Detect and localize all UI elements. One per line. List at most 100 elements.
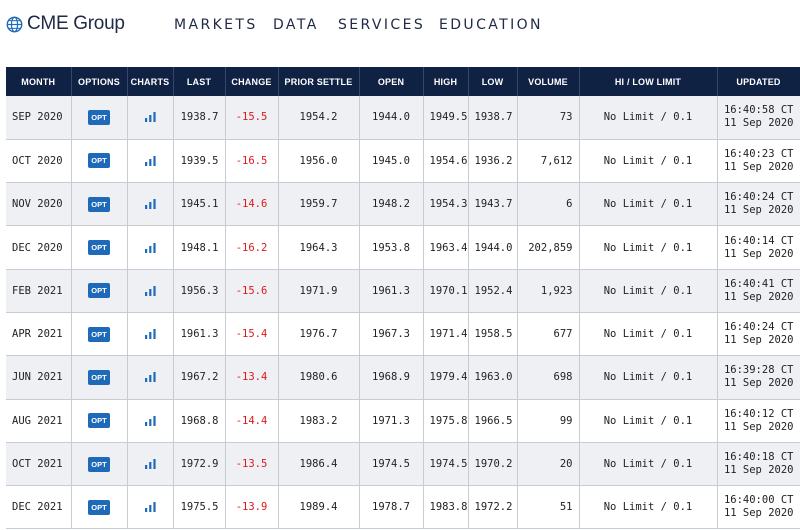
updated-date: 11 Sep 2020 xyxy=(723,464,794,477)
bar-chart-icon[interactable] xyxy=(144,112,156,123)
cell-hi-low-limit: No Limit / 0.1 xyxy=(579,442,718,487)
updated-time: 16:40:24 CT xyxy=(723,191,794,204)
cell-prior-settle: 1976.7 xyxy=(278,312,360,357)
cell-low: 1963.0 xyxy=(468,355,518,400)
updated-time: 16:40:58 CT xyxy=(723,104,794,117)
nav-services[interactable]: SERVICES xyxy=(338,17,426,33)
cell-options: OPT xyxy=(71,485,128,530)
bar-chart-icon[interactable] xyxy=(144,155,156,166)
cell-high: 1949.5 xyxy=(423,96,469,140)
cell-charts xyxy=(127,139,174,184)
cell-volume: 7,612 xyxy=(517,139,580,184)
col-header-last[interactable]: LAST xyxy=(173,67,226,96)
cell-options: OPT xyxy=(71,269,128,313)
cell-low: 1936.2 xyxy=(468,139,518,184)
updated-date: 11 Sep 2020 xyxy=(723,117,794,130)
cell-prior-settle: 1971.9 xyxy=(278,269,360,313)
cell-last: 1967.2 xyxy=(173,355,226,400)
cell-last: 1968.8 xyxy=(173,399,226,443)
updated-time: 16:40:23 CT xyxy=(723,147,794,160)
cell-change: -14.6 xyxy=(225,182,279,227)
bar-chart-icon[interactable] xyxy=(144,329,156,340)
cell-prior-settle: 1986.4 xyxy=(278,442,360,487)
updated-time: 16:40:14 CT xyxy=(723,234,794,247)
cell-hi-low-limit: No Limit / 0.1 xyxy=(579,96,718,140)
cell-open: 1967.3 xyxy=(359,312,424,357)
cell-low: 1958.5 xyxy=(468,312,518,357)
col-header-change[interactable]: CHANGE xyxy=(225,67,279,96)
cme-group-logo[interactable]: CME Group xyxy=(6,12,125,36)
col-header-hi-low-limit: HI / LOW LIMIT xyxy=(579,67,718,96)
col-header-low[interactable]: LOW xyxy=(468,67,518,96)
table-row: AUG 2021 OPT 1968.8 -14.4 1983.2 1971.3 1975.8… xyxy=(6,399,800,443)
cell-month: DEC 2020 xyxy=(6,225,72,270)
cell-open: 1978.7 xyxy=(359,485,424,530)
cell-options: OPT xyxy=(71,139,128,184)
bar-chart-icon[interactable] xyxy=(144,199,156,210)
col-header-prior-settle[interactable]: PRIOR SETTLE xyxy=(278,67,360,96)
opt-button[interactable]: OPT xyxy=(88,283,110,299)
logo-text: CME Group xyxy=(27,13,125,34)
bar-chart-icon[interactable] xyxy=(144,459,156,470)
cell-volume: 6 xyxy=(517,182,580,227)
col-header-month[interactable]: MONTH xyxy=(6,67,72,96)
cell-high: 1979.4 xyxy=(423,355,469,400)
cell-updated: 16:40:24 CT 11 Sep 2020 xyxy=(717,182,800,227)
cell-options: OPT xyxy=(71,312,128,357)
cell-hi-low-limit: No Limit / 0.1 xyxy=(579,269,718,313)
cell-open: 1971.3 xyxy=(359,399,424,443)
col-header-volume[interactable]: VOLUME xyxy=(517,67,580,96)
cell-high: 1963.4 xyxy=(423,225,469,270)
cell-change: -13.9 xyxy=(225,485,279,530)
bar-chart-icon[interactable] xyxy=(144,415,156,426)
updated-date: 11 Sep 2020 xyxy=(723,507,794,520)
cell-open: 1968.9 xyxy=(359,355,424,400)
opt-button[interactable]: OPT xyxy=(88,109,110,125)
cell-low: 1944.0 xyxy=(468,225,518,270)
table-row: SEP 2020 OPT 1938.7 -15.5 1954.2 1944.0 1949.5… xyxy=(6,96,800,140)
col-header-high[interactable]: HIGH xyxy=(423,67,469,96)
bar-chart-icon[interactable] xyxy=(144,285,156,296)
cell-options: OPT xyxy=(71,355,128,400)
cell-prior-settle: 1980.6 xyxy=(278,355,360,400)
cell-hi-low-limit: No Limit / 0.1 xyxy=(579,139,718,184)
cell-change: -15.4 xyxy=(225,312,279,357)
cell-options: OPT xyxy=(71,182,128,227)
nav-education[interactable]: EDUCATION xyxy=(439,17,543,33)
cell-open: 1948.2 xyxy=(359,182,424,227)
col-header-options: OPTIONS xyxy=(71,67,128,96)
updated-time: 16:40:12 CT xyxy=(723,407,794,420)
opt-button[interactable]: OPT xyxy=(88,240,110,256)
opt-button[interactable]: OPT xyxy=(88,326,110,342)
updated-date: 11 Sep 2020 xyxy=(723,420,794,433)
globe-icon xyxy=(6,16,23,32)
cell-charts xyxy=(127,96,174,140)
cell-month: DEC 2021 xyxy=(6,485,72,530)
cell-updated: 16:39:28 CT 11 Sep 2020 xyxy=(717,355,800,400)
cell-prior-settle: 1954.2 xyxy=(278,96,360,140)
col-header-open[interactable]: OPEN xyxy=(359,67,424,96)
bar-chart-icon[interactable] xyxy=(144,242,156,253)
opt-button[interactable]: OPT xyxy=(88,456,110,472)
opt-button[interactable]: OPT xyxy=(88,499,110,515)
cell-open: 1953.8 xyxy=(359,225,424,270)
nav-markets[interactable]: MARKETS xyxy=(174,17,258,33)
cell-change: -16.2 xyxy=(225,225,279,270)
cell-hi-low-limit: No Limit / 0.1 xyxy=(579,182,718,227)
cell-open: 1945.0 xyxy=(359,139,424,184)
cell-charts xyxy=(127,399,174,443)
cell-month: SEP 2020 xyxy=(6,96,72,140)
bar-chart-icon[interactable] xyxy=(144,372,156,383)
bar-chart-icon[interactable] xyxy=(144,502,156,513)
cell-change: -14.4 xyxy=(225,399,279,443)
opt-button[interactable]: OPT xyxy=(88,196,110,212)
opt-button[interactable]: OPT xyxy=(88,153,110,169)
nav-data[interactable]: DATA xyxy=(273,17,319,33)
cell-change: -15.6 xyxy=(225,269,279,313)
cell-volume: 1,923 xyxy=(517,269,580,313)
cell-prior-settle: 1989.4 xyxy=(278,485,360,530)
cell-updated: 16:40:24 CT 11 Sep 2020 xyxy=(717,312,800,357)
cell-last: 1948.1 xyxy=(173,225,226,270)
opt-button[interactable]: OPT xyxy=(88,413,110,429)
opt-button[interactable]: OPT xyxy=(88,369,110,385)
